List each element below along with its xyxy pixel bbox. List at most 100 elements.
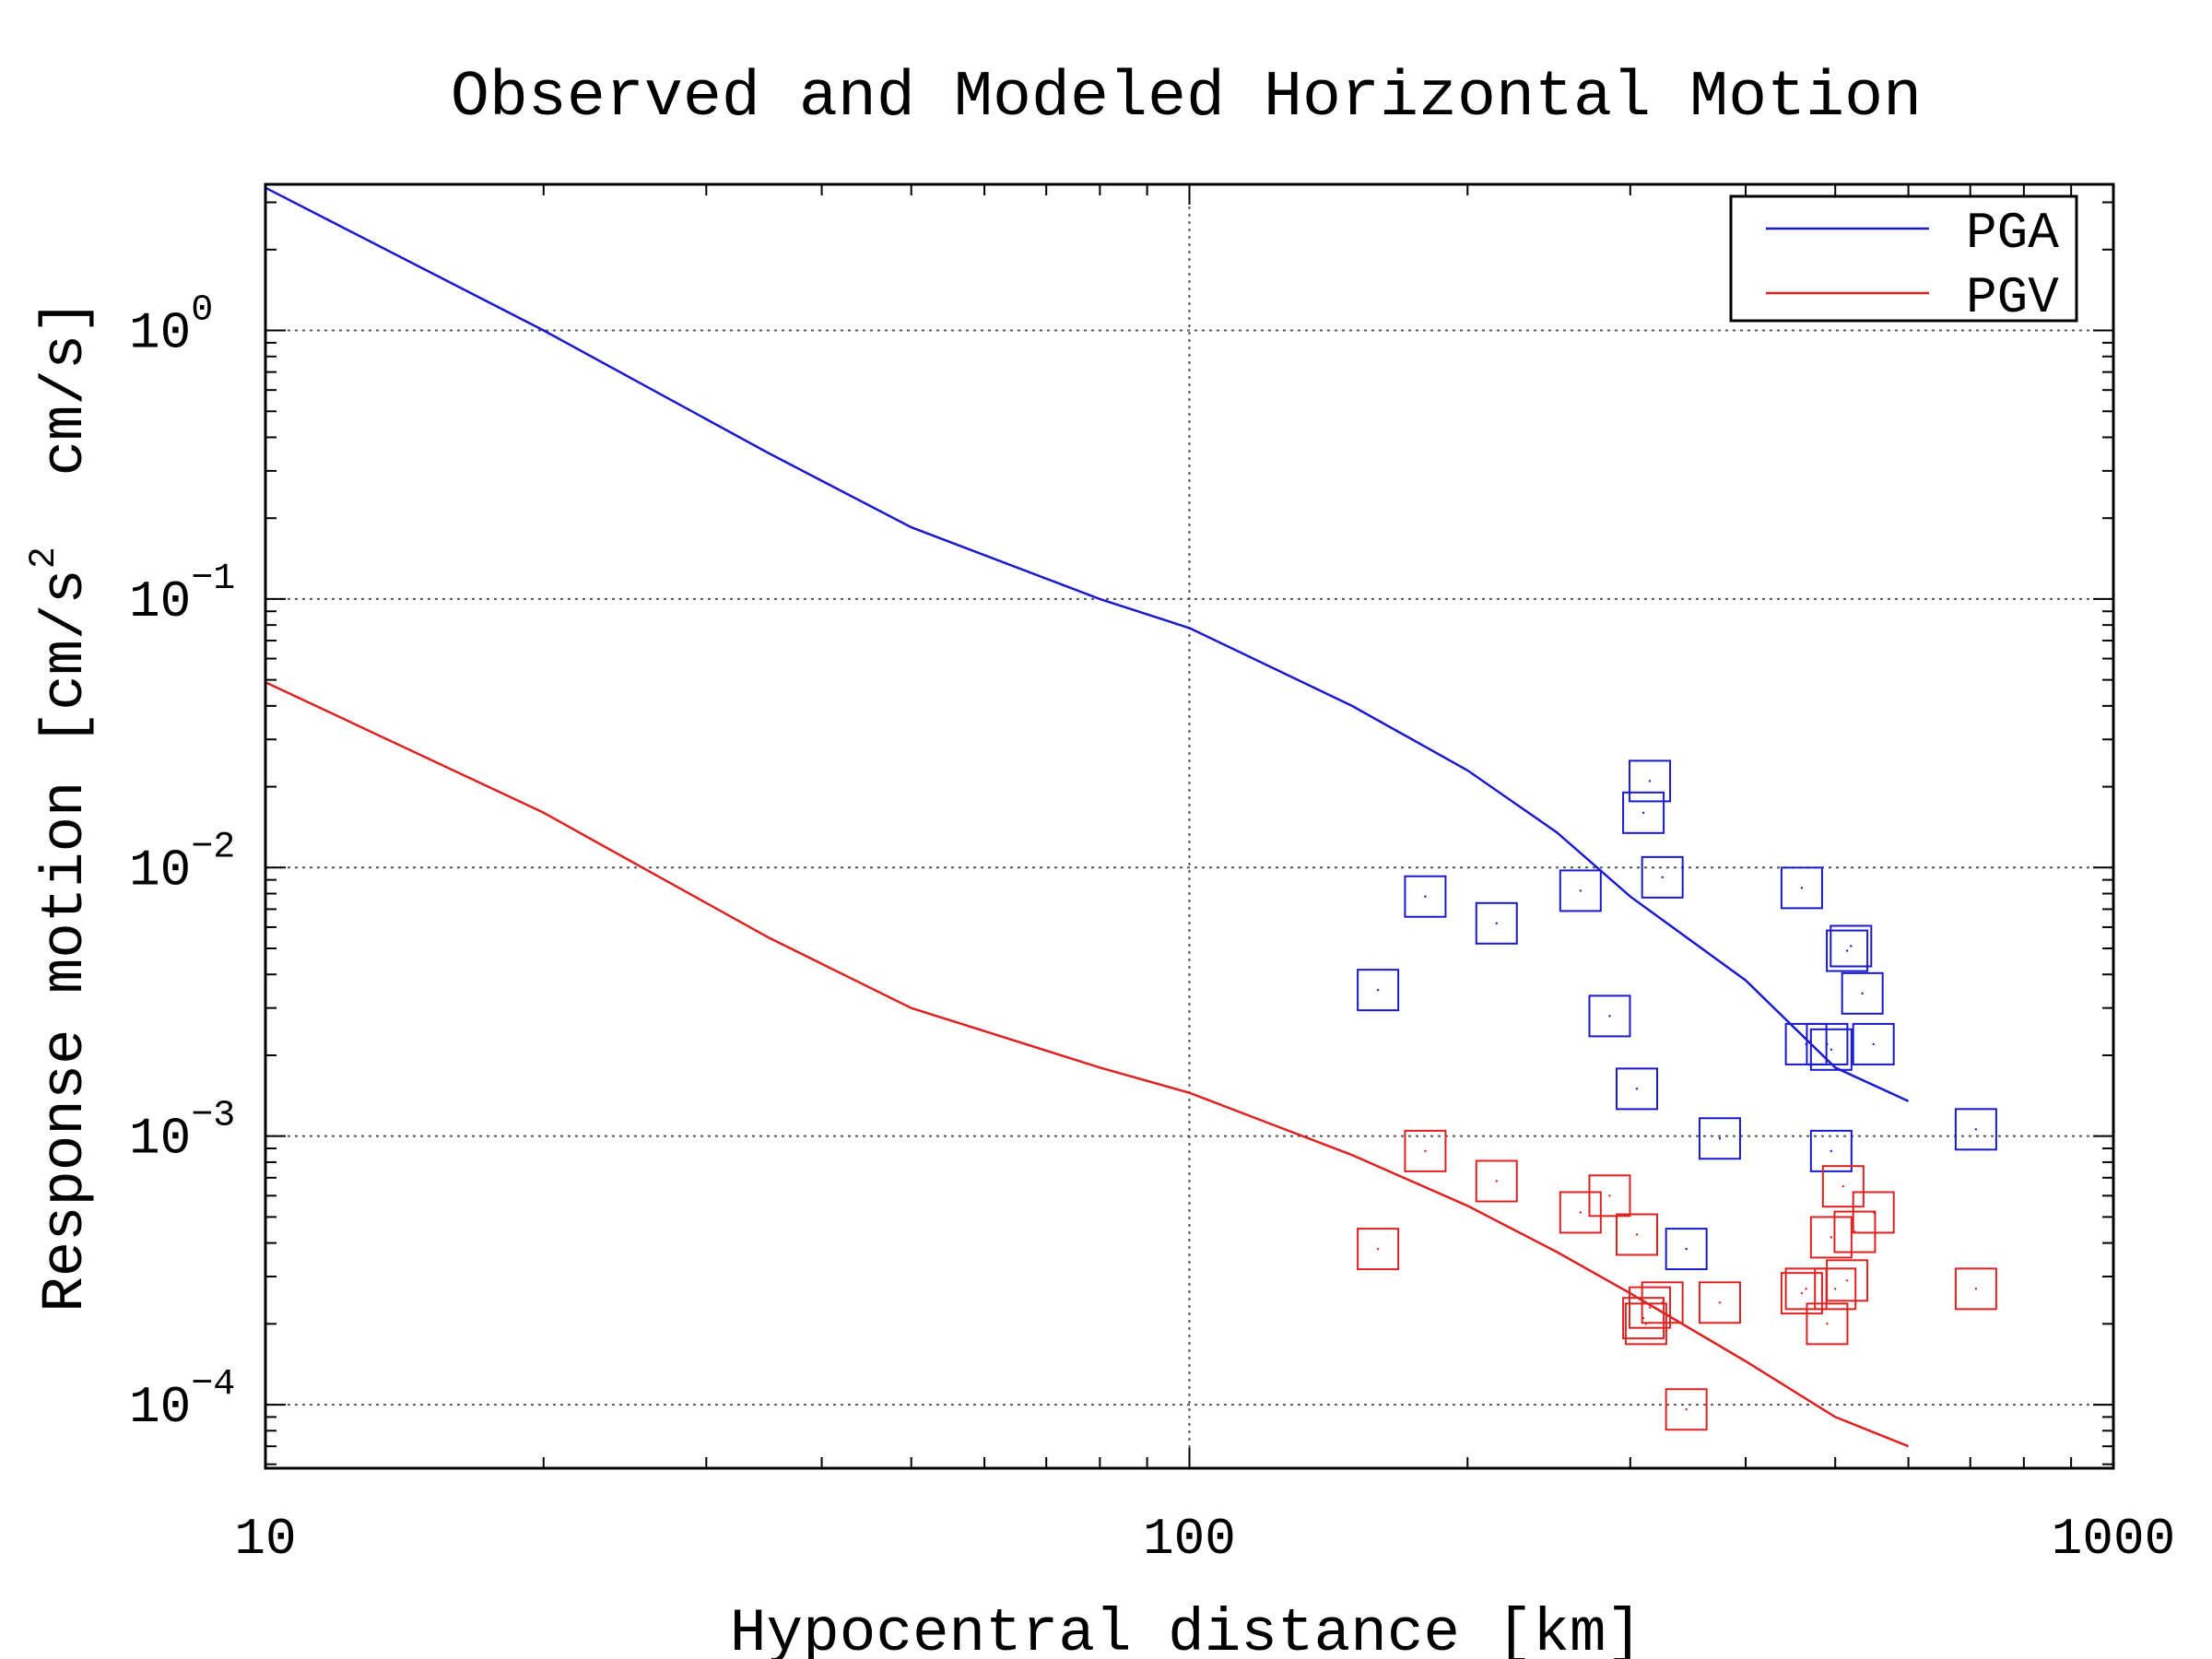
y-tick-label: 10−1 [129, 559, 235, 631]
legend-box [1729, 194, 2078, 323]
data-point-pgv-observed [1809, 1216, 1853, 1259]
data-point-pgv-observed [1806, 1302, 1849, 1346]
data-point-center [1845, 1279, 1849, 1282]
data-point-pgv-observed [1780, 1272, 1823, 1315]
x-axis-label: Hypocentral distance [km] [730, 1599, 1642, 1659]
data-point-pgv-observed [1826, 1259, 1869, 1302]
data-point-pgv-observed [1954, 1267, 1997, 1311]
data-point-center [1635, 1088, 1639, 1090]
data-point-pgv-observed [1559, 1191, 1602, 1234]
data-point-pgv-observed [1852, 1191, 1895, 1234]
data-point-pga-observed [1698, 1117, 1741, 1160]
y-tick-label-base: 10 [129, 304, 191, 363]
series-line-pgv [265, 681, 1910, 1448]
y-tick-label-base: 10 [129, 1110, 191, 1169]
data-point-pgv-observed [1698, 1281, 1741, 1324]
data-point-center [1608, 1194, 1611, 1197]
data-point-pgv-observed [1665, 1388, 1708, 1431]
y-tick-label-exponent: −3 [191, 1096, 235, 1137]
data-point-center [1579, 1211, 1583, 1214]
data-point-center [1826, 1323, 1829, 1325]
data-point-pga-observed [1404, 875, 1447, 918]
data-point-center [1608, 1015, 1611, 1018]
data-point-center [1845, 949, 1849, 952]
data-point-center [1872, 1042, 1875, 1046]
data-point-center [1424, 895, 1427, 898]
data-point-pga-observed [1616, 1067, 1659, 1111]
data-point-pga-observed [1559, 869, 1602, 912]
y-tick-label: 10−3 [129, 1096, 235, 1169]
y-tick-label-exponent: −2 [191, 827, 235, 868]
data-point-center [1830, 1149, 1833, 1153]
legend-label-pgv: PGV [1966, 268, 2059, 327]
data-point-pga-observed [1852, 1022, 1895, 1065]
data-point-pga-observed [1809, 1028, 1853, 1071]
y-axis-label-suffix: cm/s] [33, 299, 100, 547]
data-point-pga-observed [1954, 1108, 1997, 1151]
data-point-center [1830, 1236, 1833, 1239]
data-point-center [1850, 945, 1853, 947]
data-point-center [1861, 992, 1864, 995]
data-point-center [1376, 1247, 1380, 1251]
data-point-pga-observed [1622, 791, 1665, 834]
data-point-pgv-observed [1821, 1165, 1865, 1208]
data-point-pga-observed [1641, 855, 1684, 899]
data-point-center [1872, 1211, 1875, 1214]
data-point-pga-observed [1629, 759, 1672, 803]
data-point-center [1495, 1180, 1498, 1182]
data-point-center [1641, 811, 1645, 815]
data-point-center [1805, 1288, 1807, 1290]
y-tick-label-base: 10 [129, 841, 191, 900]
legend-label-pga: PGA [1966, 204, 2059, 263]
data-point-center [1800, 1291, 1804, 1295]
y-tick-label-exponent: −4 [191, 1364, 235, 1406]
data-point-center [1661, 1301, 1664, 1304]
data-point-pgv-observed [1404, 1129, 1447, 1172]
y-tick-label-exponent: 0 [191, 290, 213, 332]
data-point-pgv-observed [1588, 1174, 1631, 1218]
x-tick-label: 100 [1143, 1510, 1236, 1569]
x-tick-label: 1000 [2052, 1510, 2175, 1569]
y-axis-label: Response motion [cm/s2 cm/s] [24, 299, 100, 1312]
data-point-center [1648, 1306, 1652, 1309]
data-point-center [1841, 1184, 1845, 1188]
data-point-pga-observed [1357, 969, 1400, 1012]
data-point-pga-observed [1665, 1228, 1708, 1271]
data-point-pgv-observed [1641, 1281, 1684, 1324]
data-point-center [1974, 1128, 1978, 1131]
y-axis-label-superscript: 2 [24, 547, 65, 569]
data-point-center [1974, 1288, 1978, 1290]
data-point-pga-observed [1809, 1129, 1853, 1172]
data-point-center [1718, 1301, 1722, 1304]
data-point-pgv-observed [1814, 1267, 1857, 1311]
y-tick-label-base: 10 [129, 1378, 191, 1437]
data-point-center [1376, 988, 1380, 992]
data-point-center [1661, 876, 1664, 879]
data-point-center [1424, 1149, 1427, 1153]
data-point-pgv-observed [1624, 1302, 1667, 1346]
data-point-center [1685, 1408, 1688, 1411]
data-point-pga-observed [1475, 901, 1518, 945]
y-tick-label: 100 [129, 290, 213, 363]
data-point-pga-observed [1830, 924, 1873, 968]
x-tick-label: 10 [234, 1510, 296, 1569]
y-tick-label-base: 10 [129, 572, 191, 631]
y-tick-label: 10−4 [129, 1364, 235, 1437]
data-point-center [1495, 922, 1498, 924]
data-point-center [1579, 889, 1583, 892]
data-point-center [1685, 1247, 1688, 1251]
y-axis-label-prefix: Response motion [cm/s [33, 569, 100, 1312]
data-point-center [1718, 1137, 1722, 1140]
data-point-pga-observed [1841, 971, 1884, 1015]
series-line-pga [265, 186, 1910, 1102]
data-point-pgv-observed [1616, 1213, 1659, 1256]
data-point-pgv-observed [1622, 1297, 1665, 1340]
data-point-center [1648, 780, 1652, 782]
data-point-pga-observed [1826, 929, 1869, 972]
data-point-pgv-observed [1629, 1286, 1672, 1329]
data-point-center [1635, 1233, 1639, 1236]
